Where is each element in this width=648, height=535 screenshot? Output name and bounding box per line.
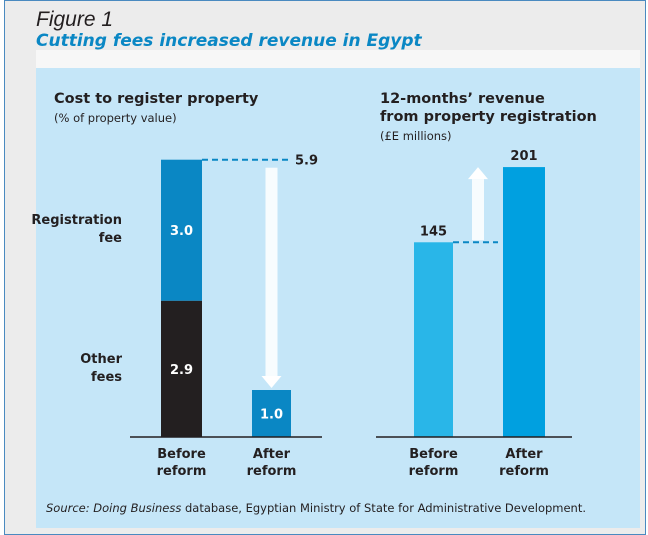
bar	[414, 242, 453, 437]
data-label: 201	[510, 149, 537, 164]
source-label: Source:	[46, 501, 90, 515]
legend-label: Registration fee	[31, 213, 122, 246]
total-label: 5.9	[295, 154, 318, 169]
chart-subtitle: (£E millions)	[380, 129, 452, 143]
source-text: database, Egyptian Ministry of State for…	[185, 501, 586, 515]
bar-segment	[252, 390, 291, 437]
x-tick-label: After reform	[247, 447, 297, 479]
arrow-shaft	[472, 179, 484, 241]
chart-title: 12-months’ revenue	[380, 91, 545, 107]
data-label: 145	[420, 224, 447, 239]
bar-segment	[161, 300, 202, 437]
data-label: 1.0	[260, 408, 283, 423]
data-label: 2.9	[170, 363, 193, 378]
heading: Cutting fees increased revenue in Egypt	[36, 31, 423, 51]
heading-strip	[36, 50, 640, 68]
figure-label: Figure 1	[36, 8, 113, 31]
source: Source: Doing Business database, Egyptia…	[46, 501, 586, 515]
legend-label: Other fees	[80, 352, 122, 385]
bar-segment	[161, 159, 202, 301]
arrow-head	[468, 167, 488, 180]
x-tick-label: After reform	[499, 447, 549, 479]
chart-title: from property registration	[380, 109, 597, 125]
arrow-shaft	[265, 167, 278, 376]
chart-subtitle: (% of property value)	[54, 111, 177, 125]
arrow-head	[261, 376, 282, 388]
chart-title: Cost to register property	[54, 91, 259, 107]
x-tick-label: Before reform	[157, 447, 207, 479]
x-tick-label: Before reform	[409, 447, 459, 479]
data-label: 3.0	[170, 224, 193, 239]
panel	[36, 68, 640, 528]
source-name: Doing Business	[93, 501, 181, 515]
bar	[503, 167, 545, 438]
